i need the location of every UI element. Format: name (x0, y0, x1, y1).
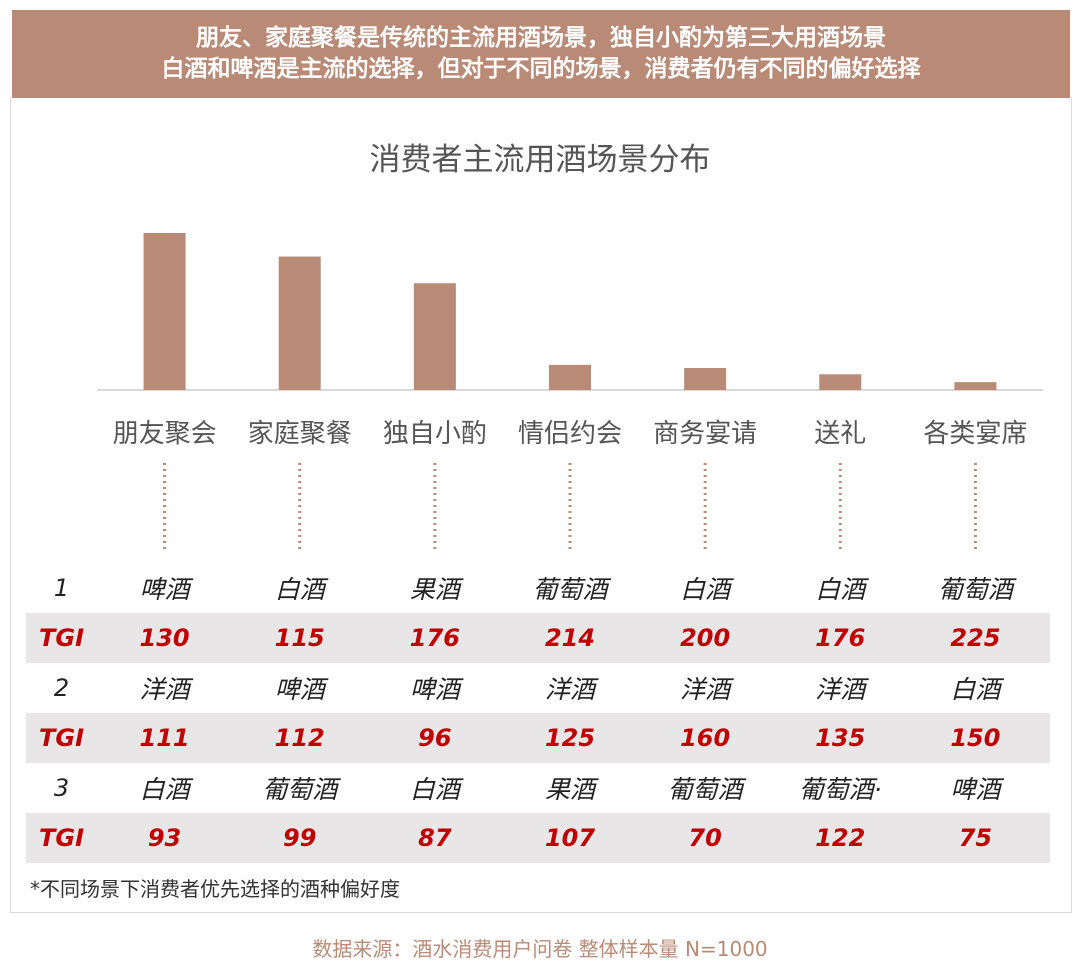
tgi-value-1: 93 (147, 824, 182, 852)
drink-cell-4: 果酒 (544, 775, 595, 804)
category-label-1: 朋友聚会 (113, 419, 217, 449)
content-panel (10, 98, 1072, 913)
category-label-4: 情侣约会 (518, 419, 622, 449)
rank-label: 2 (53, 674, 70, 702)
bar-chart: 朋友聚会 家庭聚餐 独自小酌 情侣约会 商务宴请 送礼 各类宴席 (97, 233, 1043, 550)
drink-cell-2: 白酒 (274, 575, 325, 604)
drink-cell-7: 白酒 (950, 675, 1001, 704)
rank-label: 1 (53, 574, 70, 602)
category-label-5: 商务宴请 (653, 419, 757, 449)
banner-line-1: 朋友、家庭聚餐是传统的主流用酒场景，独自小酌为第三大用酒场景 (196, 25, 886, 51)
rank-label: 3 (53, 774, 70, 802)
drink-cell-1: 洋酒 (139, 675, 190, 704)
drink-cell-7: 葡萄酒 (937, 575, 1013, 604)
category-label-6: 送礼 (814, 419, 866, 449)
rank-row-0: 1 啤酒 白酒 果酒 葡萄酒 白酒 白酒 葡萄酒 (26, 563, 1050, 613)
bar-1 (143, 233, 186, 390)
tgi-row-1: TGI 130 115 176 214 200 176 225 (26, 613, 1050, 663)
tgi-value-6: 176 (815, 624, 866, 652)
drink-cell-1: 白酒 (139, 775, 190, 804)
banner-line-2: 白酒和啤酒是主流的选择，但对于不同的场景，消费者仍有不同的偏好选择 (161, 56, 921, 82)
bar-4 (549, 364, 591, 390)
drink-cell-5: 洋酒 (680, 675, 731, 704)
bar-6 (819, 374, 862, 390)
bar-3 (413, 283, 456, 390)
category-label-7: 各类宴席 (923, 419, 1027, 449)
drink-cell-4: 葡萄酒 (532, 575, 608, 604)
drink-cell-1: 啤酒 (139, 575, 190, 604)
tgi-value-2: 115 (274, 624, 325, 652)
drink-cell-6: 白酒 (815, 575, 866, 604)
tgi-value-2: 112 (274, 724, 325, 752)
tgi-value-1: 111 (139, 724, 190, 752)
chart-title: 消费者主流用酒场景分布 (369, 142, 711, 178)
drink-cell-4: 洋酒 (544, 675, 595, 704)
tgi-value-7: 225 (950, 624, 1001, 652)
drink-cell-5: 白酒 (680, 575, 731, 604)
tgi-value-7: 75 (958, 824, 993, 852)
tgi-value-3: 176 (409, 624, 460, 652)
header-banner: 朋友、家庭聚餐是传统的主流用酒场景，独自小酌为第三大用酒场景 白酒和啤酒是主流的… (12, 10, 1070, 98)
tgi-value-5: 200 (680, 624, 731, 652)
drink-cell-6: 葡萄酒· (798, 775, 882, 804)
drink-cell-2: 葡萄酒 (262, 775, 338, 804)
tgi-value-7: 150 (950, 724, 1001, 752)
bar-5 (684, 368, 727, 390)
drink-cell-7: 啤酒 (950, 775, 1001, 804)
drink-cell-3: 啤酒 (409, 675, 460, 704)
rank-row-4: 3 白酒 葡萄酒 白酒 果酒 葡萄酒 葡萄酒· 啤酒 (26, 763, 1050, 813)
tgi-value-5: 160 (680, 724, 731, 752)
drink-cell-3: 果酒 (409, 575, 460, 604)
drink-cell-2: 啤酒 (274, 675, 325, 704)
tgi-value-5: 70 (688, 824, 722, 852)
tgi-label: TGI (39, 624, 84, 652)
tgi-value-6: 135 (815, 724, 866, 752)
tgi-row-5: TGI 93 99 87 107 70 122 75 (26, 813, 1050, 863)
preference-table: 1 啤酒 白酒 果酒 葡萄酒 白酒 白酒 葡萄酒 TGI 130 115 176 214 200 176 22… (26, 563, 1050, 863)
tgi-value-4: 107 (544, 824, 596, 852)
drink-cell-3: 白酒 (409, 775, 460, 804)
tgi-value-4: 214 (544, 624, 596, 652)
tgi-value-2: 99 (283, 824, 317, 852)
category-label-3: 独自小酌 (383, 419, 487, 449)
drink-cell-5: 葡萄酒 (667, 775, 743, 804)
tgi-value-4: 125 (544, 724, 596, 752)
tgi-value-1: 130 (139, 624, 190, 652)
footnote: *不同场景下消费者优先选择的酒种偏好度 (30, 877, 400, 901)
tgi-row-3: TGI 111 112 96 125 160 135 150 (26, 713, 1050, 763)
tgi-label: TGI (39, 724, 84, 752)
bar-2 (278, 256, 321, 390)
tgi-value-3: 96 (418, 724, 452, 752)
bar-7 (954, 382, 997, 390)
tgi-value-3: 87 (418, 824, 452, 852)
drink-cell-6: 洋酒 (815, 675, 866, 704)
category-label-2: 家庭聚餐 (248, 419, 352, 449)
tgi-value-6: 122 (815, 824, 866, 852)
data-source: 数据来源：酒水消费用户问卷 整体样本量 N=1000 (312, 937, 768, 961)
rank-row-2: 2 洋酒 啤酒 啤酒 洋酒 洋酒 洋酒 白酒 (26, 663, 1050, 713)
tgi-label: TGI (39, 824, 84, 852)
